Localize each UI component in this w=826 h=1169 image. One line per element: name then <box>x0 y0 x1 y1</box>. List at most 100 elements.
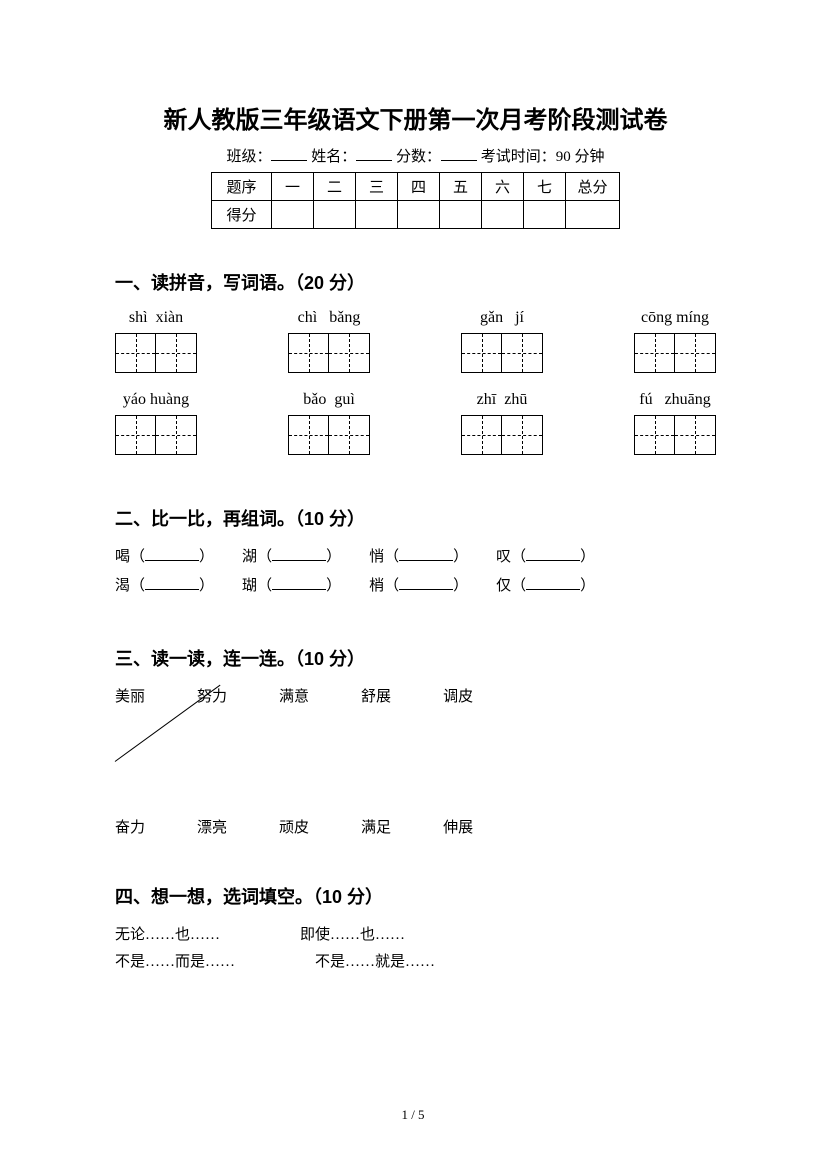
blank[interactable] <box>526 547 580 561</box>
match-bottom-row: 奋力 漂亮 顽皮 满足 伸展 <box>115 816 716 837</box>
score-value-row: 得分 <box>212 201 620 229</box>
name-label: 姓名： <box>311 149 356 165</box>
fill-row-2: 不是……而是…… 不是……就是…… <box>115 950 716 971</box>
conj-option: 即使……也…… <box>300 923 405 944</box>
blank[interactable] <box>145 547 199 561</box>
th-2: 二 <box>314 173 356 201</box>
pinyin-row-2: yáo huàng bǎo guì zhī zhū fú zhuāng <box>115 391 716 455</box>
pinyin-item: fú zhuāng <box>634 391 716 455</box>
th-3: 三 <box>356 173 398 201</box>
time-label: 考试时间：90 分钟 <box>481 149 605 165</box>
pinyin-item: gǎn jí <box>461 309 543 373</box>
td-3[interactable] <box>356 201 398 229</box>
compare-item: 悄（） <box>369 545 468 566</box>
tianzige-box[interactable] <box>634 333 716 373</box>
pinyin-label: yáo huàng <box>115 391 197 409</box>
compare-item: 瑚（） <box>242 574 341 595</box>
conj-option: 无论……也…… <box>115 923 220 944</box>
tianzige-box[interactable] <box>115 333 197 373</box>
match-word: 满足 <box>361 816 391 837</box>
compare-item: 仅（） <box>496 574 595 595</box>
section-4: 四、想一想，选词填空。（10 分） 无论……也…… 即使……也…… 不是……而是… <box>115 883 716 971</box>
blank[interactable] <box>526 576 580 590</box>
th-5: 五 <box>440 173 482 201</box>
match-word: 满意 <box>279 685 309 706</box>
th-1: 一 <box>272 173 314 201</box>
score-header-row: 题序 一 二 三 四 五 六 七 总分 <box>212 173 620 201</box>
td-2[interactable] <box>314 201 356 229</box>
blank[interactable] <box>399 576 453 590</box>
match-word: 努力 <box>197 685 227 706</box>
score-label: 分数： <box>396 149 441 165</box>
td-6[interactable] <box>482 201 524 229</box>
pinyin-label: cōng míng <box>634 309 716 327</box>
blank[interactable] <box>145 576 199 590</box>
td-total[interactable] <box>566 201 620 229</box>
blank[interactable] <box>272 547 326 561</box>
th-4: 四 <box>398 173 440 201</box>
tianzige-box[interactable] <box>115 415 197 455</box>
th-total: 总分 <box>566 173 620 201</box>
page-title: 新人教版三年级语文下册第一次月考阶段测试卷 <box>115 100 716 135</box>
pinyin-item: yáo huàng <box>115 391 197 455</box>
pinyin-label: fú zhuāng <box>634 391 716 409</box>
class-label: 班级： <box>226 149 271 165</box>
conj-option: 不是……就是…… <box>315 950 435 971</box>
match-word: 美丽 <box>115 685 145 706</box>
pinyin-label: shì xiàn <box>115 309 197 327</box>
conj-option: 不是……而是…… <box>115 950 235 971</box>
pinyin-item: cōng míng <box>634 309 716 373</box>
meta-line: 班级： 姓名： 分数： 考试时间：90 分钟 <box>115 145 716 166</box>
compare-item: 喝（） <box>115 545 214 566</box>
tianzige-box[interactable] <box>461 415 543 455</box>
td-5[interactable] <box>440 201 482 229</box>
td-1[interactable] <box>272 201 314 229</box>
compare-item: 渴（） <box>115 574 214 595</box>
section-3: 三、读一读，连一连。（10 分） 美丽 努力 满意 舒展 调皮 奋力 漂亮 顽皮… <box>115 645 716 837</box>
name-blank[interactable] <box>356 147 392 161</box>
fill-row-1: 无论……也…… 即使……也…… <box>115 923 716 944</box>
pinyin-item: shì xiàn <box>115 309 197 373</box>
match-word: 舒展 <box>361 685 391 706</box>
match-word: 漂亮 <box>197 816 227 837</box>
match-word: 顽皮 <box>279 816 309 837</box>
section-3-heading: 三、读一读，连一连。（10 分） <box>115 645 716 671</box>
th-7: 七 <box>524 173 566 201</box>
match-area[interactable] <box>115 706 716 816</box>
th-seq: 题序 <box>212 173 272 201</box>
compare-row-1: 喝（） 湖（） 悄（） 叹（） <box>115 545 716 566</box>
th-6: 六 <box>482 173 524 201</box>
td-4[interactable] <box>398 201 440 229</box>
section-4-heading: 四、想一想，选词填空。（10 分） <box>115 883 716 909</box>
pinyin-item: chì bǎng <box>288 309 370 373</box>
pinyin-label: bǎo guì <box>288 391 370 409</box>
pagination: 1 / 5 <box>0 1107 826 1123</box>
section-2: 二、比一比，再组词。（10 分） 喝（） 湖（） 悄（） 叹（） 渴（） 瑚（）… <box>115 505 716 595</box>
pinyin-label: zhī zhū <box>461 391 543 409</box>
compare-item: 叹（） <box>496 545 595 566</box>
compare-item: 梢（） <box>369 574 468 595</box>
section-2-heading: 二、比一比，再组词。（10 分） <box>115 505 716 531</box>
score-blank[interactable] <box>441 147 477 161</box>
score-table: 题序 一 二 三 四 五 六 七 总分 得分 <box>211 172 620 229</box>
tianzige-box[interactable] <box>288 415 370 455</box>
compare-item: 湖（） <box>242 545 341 566</box>
pinyin-item: zhī zhū <box>461 391 543 455</box>
td-score-label: 得分 <box>212 201 272 229</box>
tianzige-box[interactable] <box>634 415 716 455</box>
blank[interactable] <box>272 576 326 590</box>
td-7[interactable] <box>524 201 566 229</box>
blank[interactable] <box>399 547 453 561</box>
match-word: 调皮 <box>443 685 473 706</box>
pinyin-label: gǎn jí <box>461 309 543 327</box>
class-blank[interactable] <box>271 147 307 161</box>
pinyin-label: chì bǎng <box>288 309 370 327</box>
tianzige-box[interactable] <box>461 333 543 373</box>
pinyin-row-1: shì xiàn chì bǎng gǎn jí cōng míng <box>115 309 716 373</box>
match-word: 伸展 <box>443 816 473 837</box>
section-1-heading: 一、读拼音，写词语。（20 分） <box>115 269 716 295</box>
section-1: 一、读拼音，写词语。（20 分） shì xiàn chì bǎng gǎn j… <box>115 269 716 455</box>
pinyin-item: bǎo guì <box>288 391 370 455</box>
tianzige-box[interactable] <box>288 333 370 373</box>
match-word: 奋力 <box>115 816 145 837</box>
